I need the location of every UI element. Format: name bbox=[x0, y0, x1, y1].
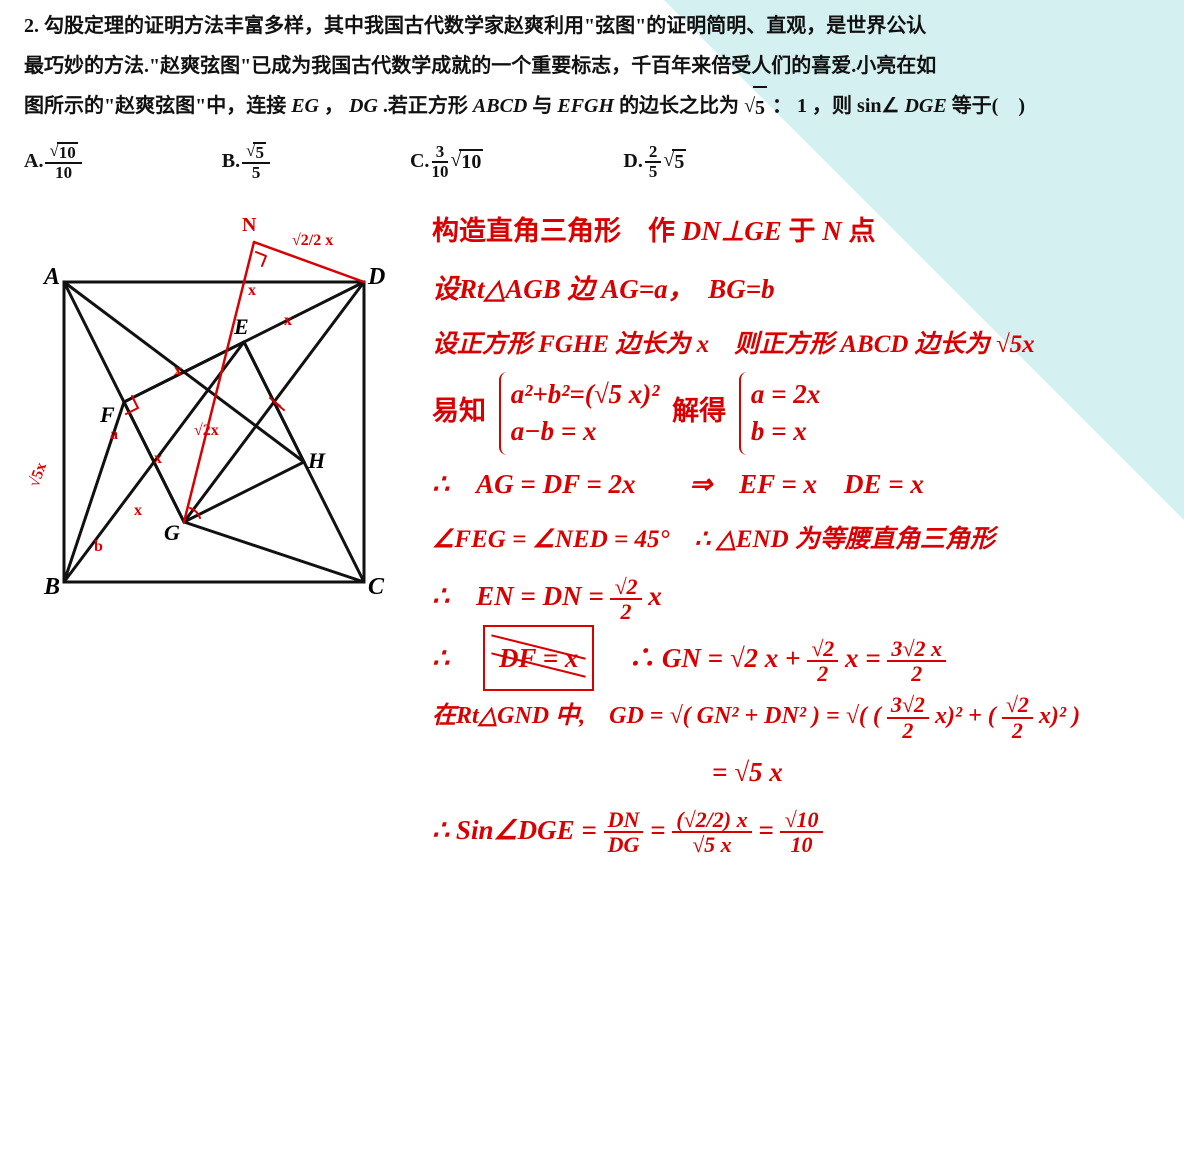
hand-line-2: 设Rt△AGB 边 AG=a， BG=b bbox=[432, 260, 1080, 318]
ann-x2: x bbox=[284, 312, 292, 330]
hand-line-4: 易知 a²+b²=(√5 x)² a−b = x 解得 a = 2x b = x bbox=[432, 372, 1080, 456]
ann-x3: x bbox=[154, 450, 162, 468]
label-N: N bbox=[242, 214, 256, 237]
hand-line-10: = √5 x bbox=[432, 743, 1080, 801]
handwritten-solution: 构造直角三角形 作 DN⊥GE 于 N 点 设Rt△AGB 边 AG=a， BG… bbox=[432, 202, 1080, 859]
problem-number: 2. bbox=[24, 15, 39, 37]
label-C: C bbox=[368, 574, 384, 601]
problem-line-1: 2. 勾股定理的证明方法丰富多样，其中我国古代数学家赵爽利用"弦图"的证明简明、… bbox=[24, 6, 1160, 46]
problem-line-2: 最巧妙的方法."赵爽弦图"已成为我国古代数学成就的一个重要标志，千百年来倍受人们… bbox=[24, 46, 1160, 86]
option-D: D. 2 5 5 bbox=[623, 142, 686, 182]
answer-options: A. 10 10 B. 5 5 C. 3 10 10 D. 2 5 bbox=[24, 142, 1160, 182]
ann-x5: x bbox=[248, 282, 256, 300]
hand-line-1: 构造直角三角形 作 DN⊥GE 于 N 点 bbox=[432, 202, 1080, 260]
ann-b: b bbox=[94, 538, 103, 556]
ann-a: a bbox=[110, 426, 118, 444]
label-F: F bbox=[100, 402, 115, 428]
problem-statement: 2. 勾股定理的证明方法丰富多样，其中我国古代数学家赵爽利用"弦图"的证明简明、… bbox=[24, 6, 1160, 128]
label-D: D bbox=[368, 264, 385, 291]
ann-half-sqrt2x: √2/2 x bbox=[292, 232, 333, 250]
label-E: E bbox=[234, 314, 249, 340]
label-A: A bbox=[44, 264, 60, 291]
hand-line-5: ∴ AG = DF = 2x ⇒ EF = x DE = x bbox=[432, 455, 1080, 513]
label-B: B bbox=[44, 574, 60, 601]
hand-line-6: ∠FEG = ∠NED = 45° ∴ △END 为等腰直角三角形 bbox=[432, 513, 1080, 567]
ann-sqrt2x: √2x bbox=[194, 422, 219, 440]
hand-line-8: ∴ DF = x ∴ GN = √2 x + √22 x = 3√2 x2 bbox=[432, 625, 1080, 691]
zhaoshuang-diagram: A B C D E F G H N √2/2 x a b x x x x x √… bbox=[24, 202, 404, 632]
ann-x4: x bbox=[134, 502, 142, 520]
problem-line-3: 图所示的"赵爽弦图"中，连接 EG ， DG .若正方形 ABCD 与 EFGH… bbox=[24, 86, 1160, 128]
option-A: A. 10 10 bbox=[24, 142, 82, 182]
diagram-svg bbox=[24, 202, 404, 632]
hand-line-3: 设正方形 FGHE 边长为 x 则正方形 ABCD 边长为 √5x bbox=[432, 318, 1080, 372]
option-C: C. 3 10 10 bbox=[410, 142, 483, 182]
hand-line-11: ∴ Sin∠DGE = DNDG = (√2/2) x√5 x = √1010 bbox=[432, 801, 1080, 859]
crossed-out-box: DF = x bbox=[483, 625, 594, 691]
ann-x1: x bbox=[174, 362, 182, 380]
option-B: B. 5 5 bbox=[222, 142, 270, 182]
label-G: G bbox=[164, 520, 180, 546]
hand-line-9: 在Rt△GND 中, GD = √( GN² + DN² ) = √( ( 3√… bbox=[432, 691, 1080, 743]
body-row: A B C D E F G H N √2/2 x a b x x x x x √… bbox=[24, 202, 1160, 859]
label-H: H bbox=[308, 448, 325, 474]
page-content: 2. 勾股定理的证明方法丰富多样，其中我国古代数学家赵爽利用"弦图"的证明简明、… bbox=[0, 0, 1184, 879]
hand-line-7: ∴ EN = DN = √22 x bbox=[432, 567, 1080, 625]
